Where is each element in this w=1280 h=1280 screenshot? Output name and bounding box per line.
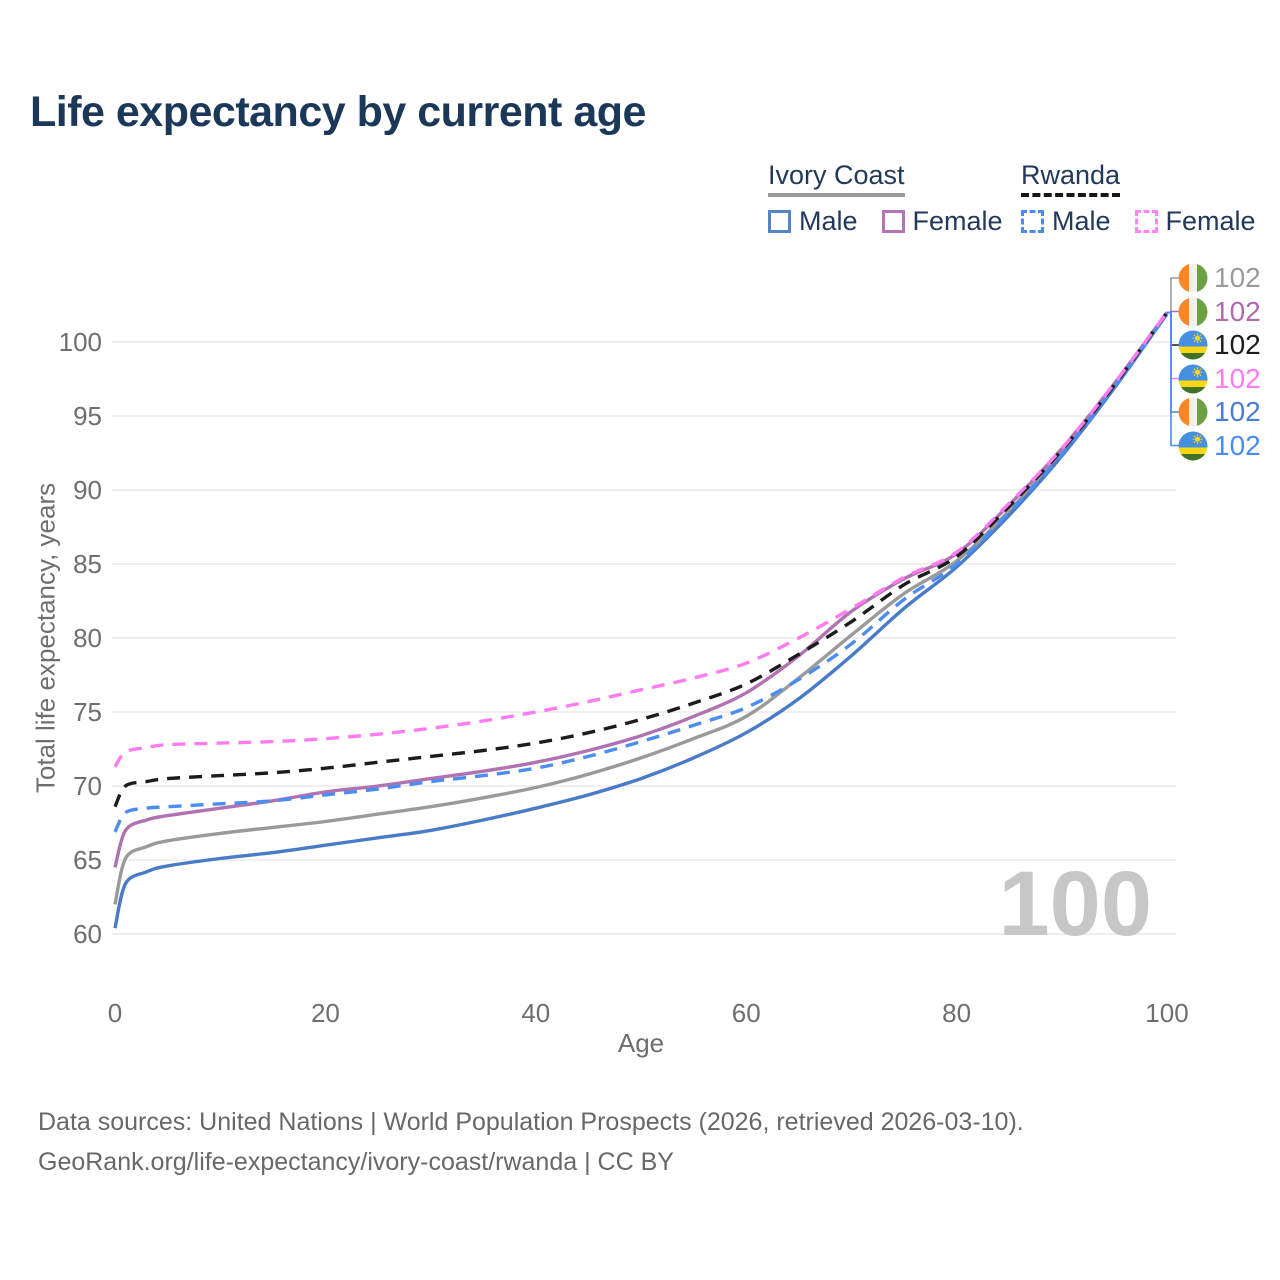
end-label-connector-rwanda-male [1167, 311, 1179, 447]
y-tick-label-60: 60 [73, 919, 102, 949]
legend-items: Male Female [1021, 206, 1280, 237]
series-line-ivory-coast-all [113, 312, 1169, 905]
y-tick-label-85: 85 [73, 549, 102, 579]
end-label-value: 102 [1214, 396, 1261, 427]
end-label-rwanda-female: 102 [1178, 363, 1261, 395]
y-tick-label-95: 95 [73, 401, 102, 431]
x-tick-label-60: 60 [732, 998, 761, 1028]
age-counter-watermark: 100 [998, 853, 1153, 955]
x-tick-label-80: 80 [942, 998, 971, 1028]
legend-item-label: Male [799, 206, 858, 236]
page-title: Life expectancy by current age [30, 88, 646, 136]
end-label-value: 102 [1214, 362, 1261, 394]
legend-item-label: Female [912, 206, 1003, 236]
ivory-coast-flag-icon [1178, 263, 1208, 293]
series-line-ivory-coast-male [113, 312, 1169, 929]
y-tick-label-70: 70 [73, 771, 102, 801]
legend-swatch-ivory-coast-female[interactable] [881, 210, 905, 233]
ivory-coast-flag-icon [1178, 397, 1208, 427]
rwanda-flag-icon [1178, 431, 1208, 460]
y-tick-label-65: 65 [73, 845, 102, 875]
footer-attribution: GeoRank.org/life-expectancy/ivory-coast/… [38, 1148, 674, 1176]
end-label-rwanda-all: 102 [1178, 329, 1261, 361]
legend-item-ivory-coast-female[interactable]: Female [881, 206, 1003, 237]
legend-group-rwanda: Rwanda Male Female [1021, 160, 1280, 237]
end-label-ivory-coast-female: 102 [1178, 296, 1261, 328]
series-line-rwanda-male [113, 312, 1169, 833]
footer-data-sources: Data sources: United Nations | World Pop… [38, 1108, 1024, 1136]
y-tick-label-80: 80 [73, 623, 102, 653]
y-tick-label-90: 90 [73, 475, 102, 505]
x-tick-label-0: 0 [108, 998, 122, 1028]
end-label-rwanda-male: 102 [1178, 430, 1261, 462]
end-label-value: 102 [1214, 295, 1261, 327]
rwanda-flag-icon [1178, 330, 1208, 360]
y-tick-label-75: 75 [73, 697, 102, 727]
legend-swatch-ivory-coast-male[interactable] [768, 210, 791, 233]
legend-group-title-rwanda: Rwanda [1021, 160, 1121, 197]
end-label-ivory-coast-male: 102 [1178, 396, 1261, 428]
legend-group-title-ivory-coast: Ivory Coast [768, 160, 905, 197]
series-line-ivory-coast-female [113, 311, 1169, 868]
x-tick-label-100: 100 [1145, 998, 1188, 1028]
ivory-coast-flag-icon [1178, 297, 1208, 326]
legend: Ivory Coast Male Female Rwanda Male Female [0, 160, 1280, 240]
series-line-rwanda-all [113, 311, 1169, 808]
legend-item-ivory-coast-male[interactable]: Male [768, 206, 858, 237]
rwanda-flag-icon [1178, 364, 1208, 393]
legend-items: Male Female [768, 206, 1027, 237]
legend-item-label: Female [1165, 206, 1256, 236]
legend-group-ivory-coast: Ivory Coast Male Female [768, 160, 1027, 237]
end-label-value: 102 [1214, 429, 1261, 461]
y-axis-title: Total life expectancy, years [30, 482, 61, 794]
x-axis-title: Age [617, 1028, 665, 1058]
legend-item-rwanda-male[interactable]: Male [1021, 206, 1111, 237]
end-label-value: 102 [1214, 262, 1261, 293]
legend-swatch-rwanda-male[interactable] [1021, 210, 1044, 233]
end-label-ivory-coast-all: 102 [1178, 262, 1261, 294]
y-tick-label-100: 100 [59, 327, 102, 357]
series-line-rwanda-female [113, 311, 1169, 768]
legend-item-label: Male [1052, 206, 1111, 236]
legend-swatch-rwanda-female[interactable] [1134, 210, 1158, 233]
end-labels: 102 102 102 102 [1178, 0, 1278, 500]
legend-item-rwanda-female[interactable]: Female [1134, 206, 1256, 237]
x-tick-label-40: 40 [521, 998, 550, 1028]
end-label-value: 102 [1214, 329, 1261, 360]
x-tick-label-20: 20 [311, 998, 340, 1028]
